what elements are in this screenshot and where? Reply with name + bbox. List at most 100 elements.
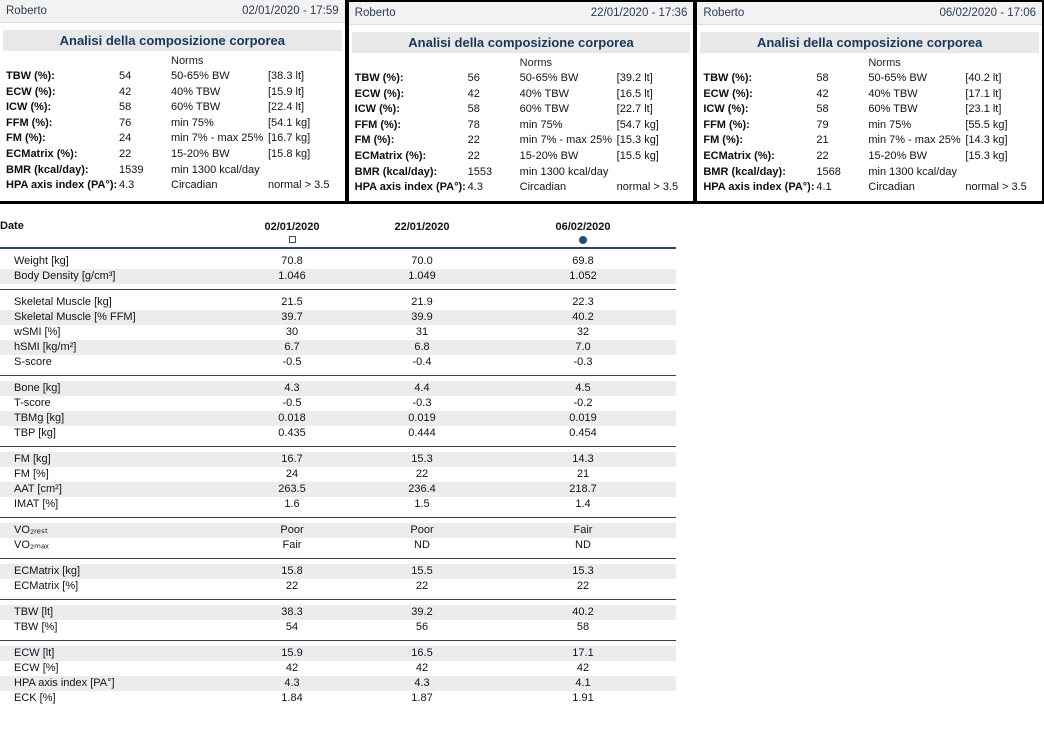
date-column-header: 06/02/2020	[490, 220, 676, 244]
row-value: 39.2	[411, 606, 433, 618]
row-value: 263.5	[278, 483, 306, 495]
row-label: Bone [kg]	[14, 382, 61, 394]
metric-label: BMR (kcal/day):	[354, 165, 438, 178]
row-label: TBP [kg]	[14, 427, 56, 439]
table-row: Weight [kg] 70.8 70.0 69.8	[0, 254, 676, 269]
metric-norm: 60% TBW	[171, 101, 221, 114]
table-row: wSMI [%] 30 31 32	[0, 325, 676, 340]
row-value: 1.91	[572, 692, 594, 704]
row-value: 1.6	[284, 498, 300, 510]
metric-norm: min 75%	[519, 118, 563, 131]
metric-value: 76	[119, 116, 132, 129]
row-label: ECMatrix [kg]	[14, 565, 81, 577]
table-row: Bone [kg] 4.3 4.4 4.5	[0, 381, 676, 396]
metric-label: HPA axis index (PA°):	[6, 179, 118, 192]
panel-row: FM (%): 21 min 7% - max 25% [14.3 kg]	[703, 133, 1042, 149]
row-value: 236.4	[408, 483, 436, 495]
table-row: S-score -0.5 -0.4 -0.3	[0, 355, 676, 370]
row-label: ECMatrix [%]	[14, 580, 79, 592]
metric-norm: min 75%	[868, 118, 912, 131]
row-value: 7.0	[575, 341, 591, 353]
metric-value: 4.3	[467, 181, 483, 194]
row-value: 40.2	[572, 311, 594, 323]
metric-norm: 50-65% BW	[519, 72, 579, 84]
patient-name: Roberto	[703, 7, 745, 19]
table-row: ECW [%] 42 42 42	[0, 661, 676, 676]
metric-value: 22	[467, 149, 480, 162]
metric-label: TBW (%):	[6, 70, 55, 82]
metric-norm: 50-65% BW	[868, 72, 928, 84]
panel-row: HPA axis index (PA°): 4.3 Circadian normal …	[6, 178, 345, 194]
row-label: VO₂ₘₐₓ	[14, 539, 49, 551]
panel-header: Roberto 02/01/2020 - 17:59	[0, 0, 345, 23]
row-label: hSMI [kg/m²]	[14, 341, 77, 353]
row-value: 1.4	[575, 498, 591, 510]
row-value: 0.018	[278, 412, 306, 424]
row-value: Poor	[410, 524, 434, 536]
row-value: 15.9	[281, 647, 303, 659]
metric-label: ECMatrix (%):	[703, 149, 775, 162]
norms-header: Norms	[868, 57, 901, 69]
metric-label: FM (%):	[703, 134, 744, 147]
panel-title: Analisi della composizione corporea	[351, 32, 691, 53]
panel-row: FM (%): 22 min 7% - max 25% [15.3 kg]	[355, 133, 694, 149]
table-row: hSMI [kg/m²] 6.7 6.8 7.0	[0, 340, 676, 355]
panel-row: TBW (%): 54 50-65% BW [38.3 lt]	[6, 69, 345, 85]
metric-norm: min 1300 kcal/day	[171, 163, 260, 176]
row-label: T-score	[14, 397, 51, 409]
metric-label: ECW (%):	[354, 87, 405, 100]
table-row: Body Density [g/cm³] 1.046 1.049 1.052	[0, 269, 676, 284]
metric-value: 1568	[816, 165, 841, 178]
row-value: 17.1	[572, 647, 594, 659]
row-value: 21.9	[411, 296, 433, 308]
row-label: VO₂ᵣₑₛₜ	[14, 524, 49, 536]
table-row: HPA axis index [PA°] 4.3 4.3 4.1	[0, 676, 676, 691]
row-value: 22	[415, 580, 429, 592]
metric-extra: [16.5 lt]	[616, 87, 653, 100]
row-value: 16.5	[411, 647, 433, 659]
row-label: TBW [lt]	[14, 606, 54, 618]
metric-norm: Circadian	[519, 181, 567, 194]
panel-datetime: 06/02/2020 - 17:06	[939, 7, 1037, 19]
row-value: 69.8	[572, 255, 594, 267]
table-group: Skeletal Muscle [kg] 21.5 21.9 22.3 Skeletal…	[0, 290, 676, 376]
metric-value: 1553	[467, 165, 493, 178]
panel-row: BMR (kcal/day): 1568 min 1300 kcal/day	[703, 165, 1042, 181]
metric-label: ICW (%):	[354, 103, 400, 116]
panels-row: Roberto 02/01/2020 - 17:59 Analisi della c…	[0, 0, 1044, 204]
row-value: 21	[576, 468, 590, 480]
table-group: TBW [lt] 38.3 39.2 40.2 TBW [%] 54 56 58	[0, 600, 676, 641]
metric-value: 42	[467, 87, 480, 100]
row-value: 16.7	[281, 453, 303, 465]
row-value: 30	[285, 326, 299, 338]
row-value: 0.019	[569, 412, 597, 424]
table-header: Date 02/01/2020 22/01/2020 06/02/2020	[0, 220, 676, 249]
row-value: 22	[415, 468, 429, 480]
row-value: Fair	[282, 539, 302, 551]
panel-row: ECW (%): 42 40% TBW [15.9 lt]	[6, 85, 345, 101]
metric-norm: 15-20% BW	[868, 149, 928, 162]
metric-value: 24	[119, 132, 132, 145]
row-value: -0.3	[573, 356, 593, 368]
metric-label: FM (%):	[6, 132, 46, 145]
metric-extra: normal > 3.5	[965, 181, 1027, 194]
row-value: 42	[285, 662, 299, 674]
row-value: 31	[415, 326, 429, 338]
metric-norm: min 7% - max 25%	[171, 132, 264, 145]
metric-extra: [23.1 lt]	[965, 103, 1002, 116]
table-group: ECW [lt] 15.9 16.5 17.1 ECW [%] 42 42 42 HPA axi…	[0, 641, 676, 711]
row-label: IMAT [%]	[14, 498, 59, 510]
row-label: FM [%]	[14, 468, 49, 480]
metric-extra: [40.2 lt]	[965, 72, 1002, 84]
row-value: 0.454	[569, 427, 597, 439]
row-value: 24	[285, 468, 299, 480]
metric-norm: min 75%	[171, 116, 214, 129]
row-value: 40.2	[572, 606, 594, 618]
panel-row: HPA axis index (PA°): 4.1 Circadian normal …	[703, 180, 1042, 196]
row-label: AAT [cm²]	[14, 483, 62, 495]
panel-row: ECW (%): 42 40% TBW [17.1 lt]	[703, 87, 1042, 103]
metric-extra	[268, 163, 345, 179]
metric-label: BMR (kcal/day):	[703, 165, 786, 178]
panel-body: TBW (%): 58 50-65% BW [40.2 lt] ECW (%): 42 40…	[697, 71, 1042, 196]
column-date: 06/02/2020	[555, 221, 611, 233]
